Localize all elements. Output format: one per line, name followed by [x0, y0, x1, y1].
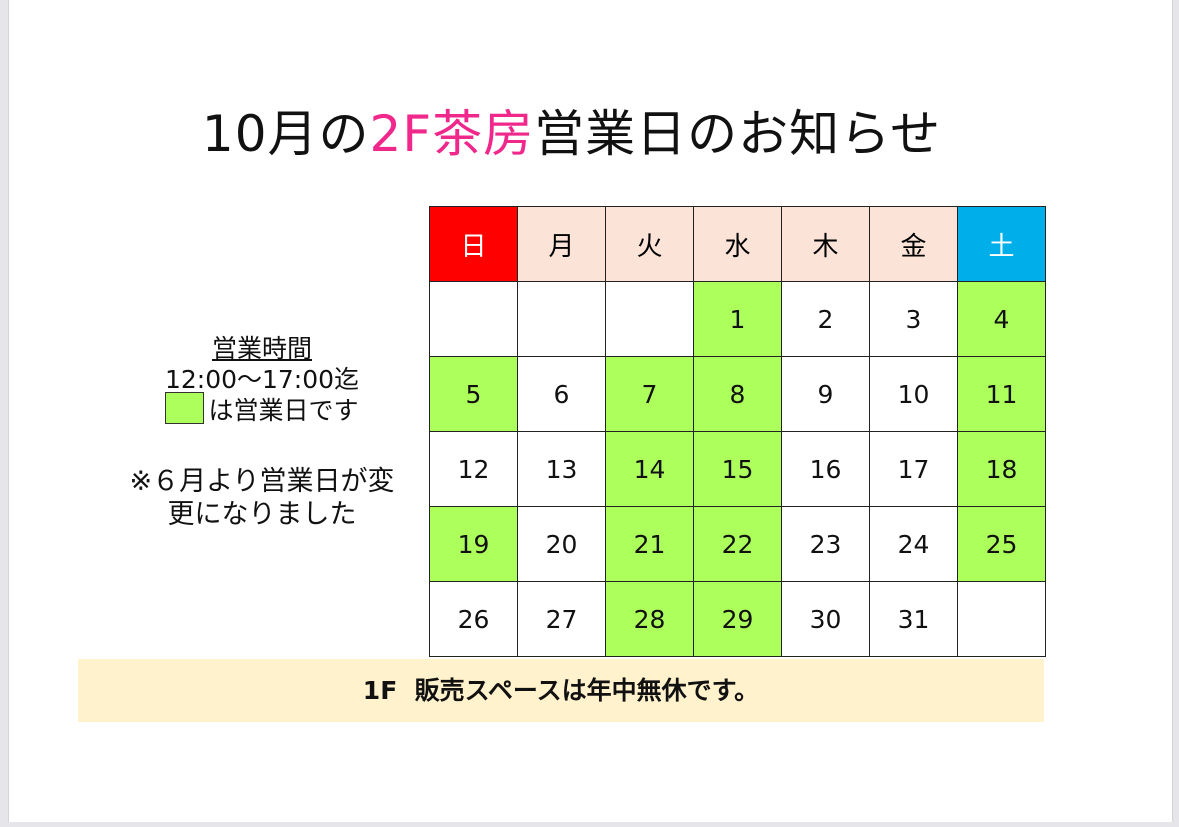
calendar-day: 3: [869, 281, 958, 357]
calendar-day: 31: [869, 581, 958, 657]
calendar-day: 20: [517, 506, 606, 582]
calendar-day: 17: [869, 431, 958, 507]
calendar-day-open: 1: [693, 281, 782, 357]
note-line-2: 更になりました: [167, 499, 357, 530]
calendar-day: 24: [869, 506, 958, 582]
weekday-header-row: 日月火水木金土: [429, 206, 1046, 282]
calendar-day-open: 25: [957, 506, 1046, 582]
note-line-1: ※６月より営業日が変: [129, 466, 395, 497]
weekday-header: 火: [605, 206, 694, 282]
weekday-header: 月: [517, 206, 606, 282]
calendar-day: 13: [517, 431, 606, 507]
calendar-table: 日月火水木金土 1 2 3 4 5 6 7 8 9 10 11 12 13 14 15 16 17 18 19 20 2…: [429, 206, 1046, 657]
weekday-header: 日: [429, 206, 518, 282]
calendar-day-open: 14: [605, 431, 694, 507]
weekday-header: 金: [869, 206, 958, 282]
calendar-day: 27: [517, 581, 606, 657]
calendar-day-open: 4: [957, 281, 1046, 357]
weekday-header: 木: [781, 206, 870, 282]
open-day-label: は営業日です: [208, 396, 359, 425]
calendar-day-open: 19: [429, 506, 518, 582]
weekday-header: 土: [957, 206, 1046, 282]
calendar-day: 6: [517, 356, 606, 432]
calendar-day-open: 21: [605, 506, 694, 582]
calendar-day: 2: [781, 281, 870, 357]
change-note: ※６月より営業日が変 更になりました: [87, 465, 437, 531]
first-floor-banner: 1F 販売スペースは年中無休です。: [78, 659, 1044, 722]
calendar-day: [957, 581, 1046, 657]
calendar-day-open: 29: [693, 581, 782, 657]
weekday-header: 水: [693, 206, 782, 282]
calendar-day-open: 8: [693, 356, 782, 432]
calendar-week-row: 5 6 7 8 9 10 11: [429, 356, 1046, 432]
calendar-day: 30: [781, 581, 870, 657]
calendar-day-open: 15: [693, 431, 782, 507]
open-day-swatch: [165, 392, 205, 424]
calendar-day: 23: [781, 506, 870, 582]
calendar-day-open: 28: [605, 581, 694, 657]
title-prefix: 10月の: [201, 105, 370, 163]
calendar-week-row: 19 20 21 22 23 24 25: [429, 506, 1046, 582]
calendar-day-open: 11: [957, 356, 1046, 432]
calendar-day-open: 22: [693, 506, 782, 582]
hours-heading: 営業時間: [211, 334, 312, 363]
page-title: 10月の2F茶房営業日のお知らせ: [9, 94, 1134, 166]
calendar-day-open: 7: [605, 356, 694, 432]
calendar-day-open: 5: [429, 356, 518, 432]
calendar-day: 16: [781, 431, 870, 507]
calendar-day: 10: [869, 356, 958, 432]
calendar-week-row: 26 27 28 29 30 31: [429, 581, 1046, 657]
calendar-week-row: 12 13 14 15 16 17 18: [429, 431, 1046, 507]
calendar-day: [517, 281, 606, 357]
calendar-day: 9: [781, 356, 870, 432]
calendar-day: 26: [429, 581, 518, 657]
calendar-day-open: 18: [957, 431, 1046, 507]
calendar-day: [605, 281, 694, 357]
calendar-day: [429, 281, 518, 357]
open-day-legend: は営業日です: [87, 392, 437, 428]
hours-text: 12:00～17:00迄: [164, 365, 360, 394]
title-suffix: 営業日のお知らせ: [534, 105, 942, 163]
business-hours-legend: 営業時間 12:00～17:00迄 は営業日です: [87, 333, 437, 428]
title-highlight: 2F茶房: [369, 105, 535, 163]
calendar-day: 12: [429, 431, 518, 507]
